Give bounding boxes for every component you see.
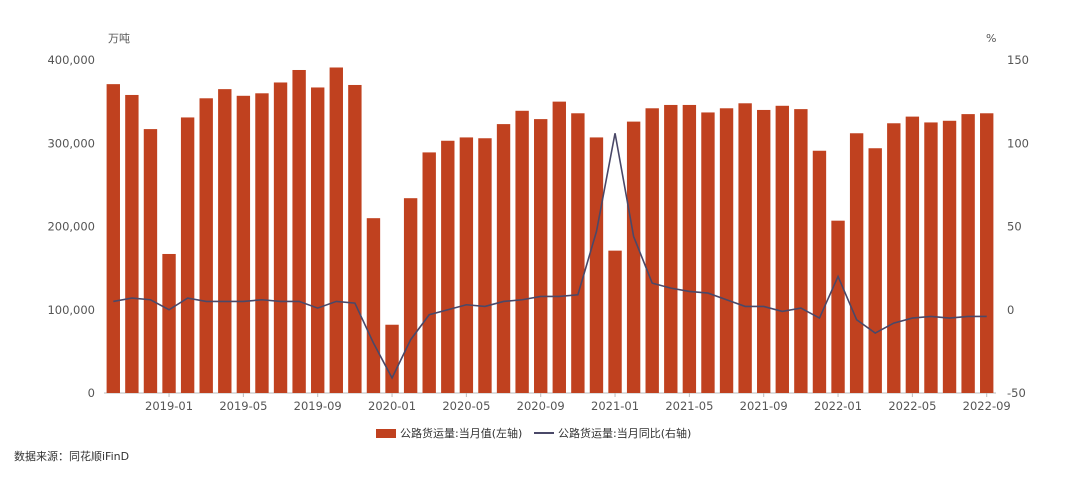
right-tick-label: 0 xyxy=(1007,303,1014,317)
right-tick-label: 100 xyxy=(1007,136,1029,150)
bar xyxy=(589,137,604,393)
x-tick-label: 2020-05 xyxy=(442,399,490,413)
bar xyxy=(775,105,789,393)
bar xyxy=(961,114,975,394)
bar xyxy=(478,138,492,393)
x-tick-label: 2022-09 xyxy=(963,399,1011,413)
right-tick-label: 50 xyxy=(1007,220,1022,234)
bar xyxy=(719,108,734,393)
left-axis: 0 100,000 200,000 300,000 400,000 xyxy=(47,53,95,400)
left-axis-unit: 万吨 xyxy=(108,32,130,45)
bar xyxy=(292,69,306,394)
bar xyxy=(496,124,511,393)
bar xyxy=(980,113,994,393)
right-tick-label: -50 xyxy=(1007,386,1026,400)
x-tick-label: 2020-09 xyxy=(517,399,565,413)
bar xyxy=(831,220,845,393)
right-axis-unit: % xyxy=(986,32,996,45)
bar xyxy=(329,67,343,394)
x-tick-label: 2019-05 xyxy=(219,399,267,413)
x-tick-label: 2021-09 xyxy=(740,399,788,413)
bar xyxy=(218,89,232,393)
bar xyxy=(645,108,659,393)
bar xyxy=(794,109,808,394)
bar xyxy=(236,95,251,394)
x-tick-label: 2019-01 xyxy=(145,399,193,413)
bar xyxy=(924,122,938,393)
left-tick-label: 300,000 xyxy=(47,136,95,150)
bar xyxy=(403,198,418,393)
bar xyxy=(868,148,882,393)
bar xyxy=(422,152,436,393)
yoy-line-series xyxy=(113,133,987,380)
bar xyxy=(812,150,827,393)
bar xyxy=(515,110,529,393)
data-source-note: 数据来源：同花顺iFinD xyxy=(14,450,130,463)
legend-line-label: 公路货运量:当月同比(右轴) xyxy=(558,426,691,440)
bar xyxy=(608,250,622,393)
bar xyxy=(441,140,455,393)
bar xyxy=(273,82,288,393)
bar xyxy=(942,120,957,394)
legend-bar-swatch xyxy=(376,429,396,438)
bar xyxy=(701,112,715,393)
bar xyxy=(534,119,548,394)
bar xyxy=(106,84,120,393)
bar xyxy=(311,87,325,393)
bar xyxy=(199,98,213,394)
left-tick-label: 400,000 xyxy=(47,53,95,67)
bar xyxy=(757,109,771,393)
bar xyxy=(385,324,399,393)
x-tick-label: 2022-05 xyxy=(888,399,936,413)
legend: 公路货运量:当月值(左轴) 公路货运量:当月同比(右轴) xyxy=(376,426,691,440)
bar xyxy=(366,218,381,393)
bar xyxy=(887,123,901,394)
left-tick-label: 0 xyxy=(88,386,95,400)
x-tick-label: 2021-01 xyxy=(591,399,639,413)
chart: 万吨 % 0 100,000 200,000 300,000 400,000 -50 0 5… xyxy=(47,32,1029,440)
bar xyxy=(255,93,269,394)
left-tick-label: 200,000 xyxy=(47,220,95,234)
bar xyxy=(682,104,697,393)
bar xyxy=(571,113,585,393)
bar-series xyxy=(106,67,994,394)
bar xyxy=(552,101,566,393)
bar xyxy=(626,121,641,393)
bar xyxy=(664,104,678,393)
bar xyxy=(180,117,195,393)
bar xyxy=(738,103,752,393)
bar xyxy=(459,137,474,393)
x-axis: 2019-01 2019-05 2019-09 2020-01 2020-05 2020-… xyxy=(145,393,1011,413)
bar xyxy=(143,129,158,393)
bar xyxy=(162,253,176,393)
right-axis: -50 0 50 100 150 xyxy=(1007,53,1029,400)
left-tick-label: 100,000 xyxy=(47,303,95,317)
x-tick-label: 2019-09 xyxy=(294,399,342,413)
bar xyxy=(849,133,864,393)
x-tick-label: 2022-01 xyxy=(814,399,862,413)
bar xyxy=(348,84,362,393)
x-tick-label: 2021-05 xyxy=(665,399,713,413)
bar xyxy=(125,94,139,393)
legend-bar-label: 公路货运量:当月值(左轴) xyxy=(400,426,522,440)
right-tick-label: 150 xyxy=(1007,53,1029,67)
bar xyxy=(905,116,920,394)
x-tick-label: 2020-01 xyxy=(368,399,416,413)
